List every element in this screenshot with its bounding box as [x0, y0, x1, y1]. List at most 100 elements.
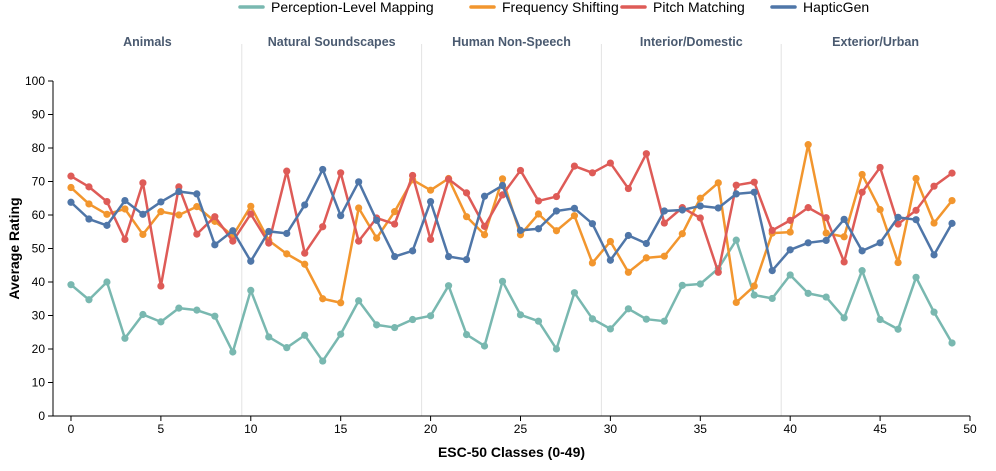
- data-point: [642, 150, 650, 158]
- y-tick-label: 20: [32, 342, 46, 356]
- series-hapticgen: [67, 165, 956, 275]
- data-point: [157, 282, 165, 290]
- data-point: [552, 207, 561, 215]
- data-point: [211, 213, 219, 221]
- data-point: [768, 226, 776, 235]
- data-point: [786, 271, 794, 279]
- series-line: [69, 143, 954, 305]
- data-point: [624, 305, 632, 313]
- data-point: [319, 223, 327, 231]
- data-point: [642, 239, 650, 248]
- data-point: [319, 357, 327, 365]
- data-point: [480, 231, 489, 239]
- data-point: [948, 219, 956, 227]
- data-point: [265, 227, 273, 236]
- data-point: [247, 286, 255, 294]
- data-point: [858, 247, 866, 255]
- data-point: [67, 172, 75, 180]
- data-point: [373, 321, 381, 329]
- data-point: [660, 207, 668, 215]
- data-point: [822, 236, 830, 245]
- y-tick-label: 70: [32, 175, 46, 189]
- data-point: [103, 198, 111, 206]
- data-point: [894, 220, 902, 228]
- legend-item: Pitch Matching: [620, 0, 745, 15]
- data-point: [606, 159, 614, 167]
- data-point: [948, 196, 956, 205]
- data-point: [67, 198, 75, 206]
- data-point: [103, 221, 111, 229]
- group-label: Interior/Domestic: [640, 35, 743, 49]
- data-point: [570, 212, 579, 220]
- data-point: [642, 315, 650, 323]
- y-tick-label: 50: [32, 242, 46, 256]
- data-point: [624, 184, 632, 193]
- data-point: [498, 277, 507, 285]
- legend-label: Perception-Level Mapping: [271, 0, 434, 15]
- data-point: [121, 196, 129, 205]
- data-point: [121, 205, 129, 213]
- data-point: [786, 228, 794, 236]
- data-point: [391, 252, 399, 261]
- legend-label: HapticGen: [803, 0, 869, 15]
- data-point: [85, 296, 93, 304]
- data-point: [426, 186, 435, 194]
- data-point: [696, 214, 704, 222]
- y-tick-label: 90: [32, 108, 46, 122]
- data-point: [426, 198, 435, 206]
- y-tick-label: 80: [32, 141, 46, 155]
- data-point: [157, 318, 165, 326]
- data-point: [85, 183, 93, 191]
- data-point: [732, 181, 740, 189]
- y-tick-label: 60: [32, 208, 46, 222]
- data-point: [786, 216, 794, 224]
- data-point: [409, 171, 417, 180]
- data-point: [588, 259, 597, 267]
- data-point: [229, 237, 237, 245]
- data-point: [930, 308, 938, 316]
- data-point: [660, 219, 668, 227]
- data-point: [103, 278, 111, 286]
- data-point: [498, 181, 507, 190]
- data-point: [301, 249, 309, 257]
- data-point: [247, 202, 255, 210]
- data-point: [283, 167, 291, 175]
- data-point: [121, 235, 129, 244]
- data-point: [876, 239, 884, 247]
- series-layer: [67, 141, 956, 365]
- legend-label: Pitch Matching: [653, 0, 745, 15]
- x-tick-label: 20: [424, 422, 438, 436]
- data-point: [265, 239, 273, 247]
- data-point: [265, 333, 273, 341]
- data-point: [355, 297, 363, 305]
- data-point: [696, 194, 704, 202]
- data-point: [516, 226, 525, 235]
- category-groups: Animals Natural Soundscapes Human Non-Spee…: [123, 35, 919, 416]
- data-point: [444, 252, 453, 261]
- data-point: [732, 190, 740, 198]
- data-point: [678, 206, 686, 214]
- y-tick-label: 40: [32, 275, 46, 289]
- data-point: [912, 273, 920, 281]
- x-tick-label: 5: [158, 422, 165, 436]
- data-point: [750, 188, 758, 196]
- data-point: [193, 203, 201, 211]
- data-point: [894, 258, 902, 267]
- data-point: [570, 204, 579, 212]
- data-point: [894, 325, 902, 333]
- group-label: Natural Soundscapes: [268, 35, 396, 49]
- data-point: [391, 220, 399, 228]
- data-point: [570, 289, 579, 297]
- data-point: [516, 311, 525, 319]
- data-point: [319, 165, 327, 174]
- data-point: [444, 282, 453, 290]
- data-point: [462, 189, 471, 197]
- data-point: [642, 254, 650, 262]
- series-perception-level-mapping: [67, 236, 956, 365]
- data-point: [732, 236, 740, 244]
- y-tick-label: 10: [32, 376, 46, 390]
- data-point: [876, 315, 884, 324]
- data-point: [355, 178, 363, 186]
- data-point: [552, 227, 561, 235]
- data-point: [840, 314, 848, 322]
